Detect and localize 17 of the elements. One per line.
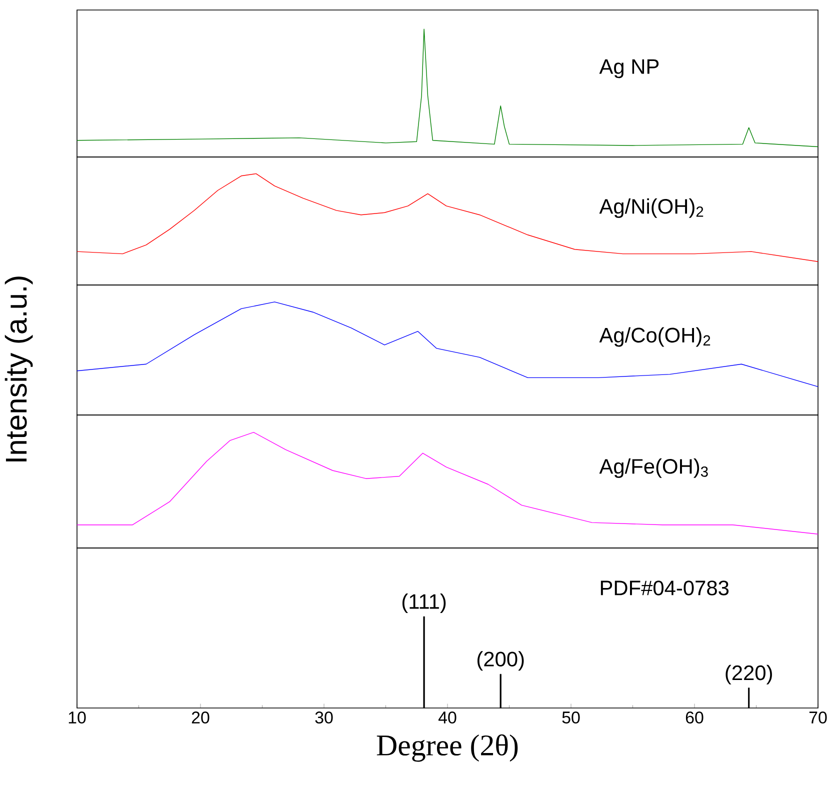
series-label: Ag/Ni(OH)$_{2}$ — [599, 198, 704, 218]
x-tick-label: 50 — [562, 712, 580, 724]
x-tick-label: 70 — [809, 712, 827, 724]
x-axis-title: Degree (2θ) — [376, 734, 518, 762]
annotation: (220) — [726, 664, 772, 684]
text: Ag NP — [599, 59, 659, 78]
y-axis-title: Intensity (a.u.) — [4, 276, 33, 462]
x-tick-label: 10 — [68, 712, 86, 724]
x-tick-label: 20 — [192, 712, 210, 724]
text: Ag/Fe(OH)$_{3}$ — [599, 458, 708, 478]
annotation: (111) — [402, 594, 446, 614]
x-tick-label: 30 — [315, 712, 333, 724]
series-label: Ag/Co(OH)$_{2}$ — [599, 327, 710, 347]
annotation: (200) — [477, 651, 524, 671]
x-tick-label: 40 — [438, 712, 456, 724]
x-tick-label: 60 — [686, 712, 704, 724]
text: PDF#04-0783 — [600, 580, 729, 596]
